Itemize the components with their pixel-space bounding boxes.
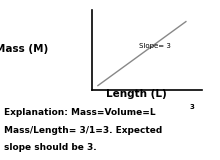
Text: Mass (M): Mass (M)	[0, 44, 49, 54]
Text: 3: 3	[190, 104, 194, 110]
Text: Length (L): Length (L)	[106, 89, 167, 99]
Text: Mass/Length= 3/1=3. Expected: Mass/Length= 3/1=3. Expected	[4, 126, 163, 135]
Text: slope should be 3.: slope should be 3.	[4, 144, 97, 152]
Text: Slope= 3: Slope= 3	[139, 43, 170, 49]
Text: Explanation: Mass=Volume=L: Explanation: Mass=Volume=L	[4, 108, 156, 117]
